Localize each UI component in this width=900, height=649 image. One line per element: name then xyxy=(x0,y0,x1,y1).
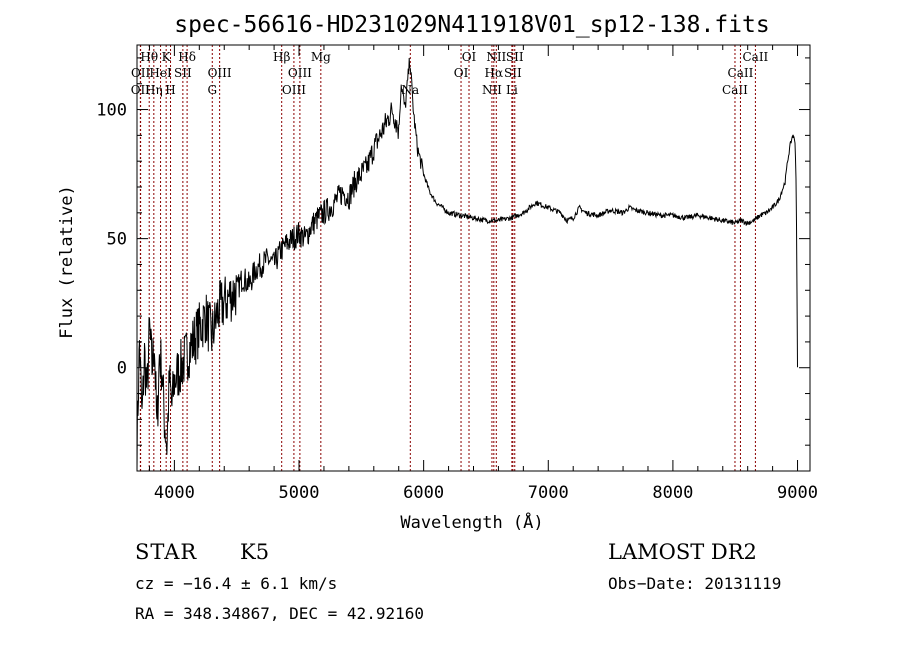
survey-name: LAMOST DR2 xyxy=(608,540,757,564)
marker-label-12: Mg xyxy=(311,50,331,64)
spectrum-series xyxy=(136,57,798,472)
marker-label-26: OII xyxy=(131,66,151,80)
marker-label-7: G xyxy=(207,83,217,97)
marker-label-14: OI xyxy=(454,66,469,80)
marker-label-1: Hη xyxy=(145,83,163,97)
marker-label-0: Hθ xyxy=(140,50,158,64)
marker-label-8: OIII xyxy=(208,66,232,80)
plot-frame xyxy=(136,44,811,472)
marker-label-4: H xyxy=(165,83,175,97)
x-axis-label: Wavelength (Å) xyxy=(400,511,543,533)
marker-label-17: NII xyxy=(486,50,506,64)
marker-label-16: NII xyxy=(482,83,502,97)
x-axis-ticks: 4000 5000 6000 7000 8000 9000 xyxy=(148,45,818,503)
marker-label-6: Hδ xyxy=(178,50,196,64)
marker-label-24: CaII xyxy=(742,50,768,64)
y-tick-label: 100 xyxy=(96,101,127,121)
marker-label-3: K xyxy=(162,50,172,64)
spectral-line-markers: Hθ Hη HeI K H SII Hδ G OIII Hβ OIII OIII Mg Na OI OI NII… xyxy=(131,45,769,471)
y-axis-ticks: 0 50 100 xyxy=(96,57,810,472)
marker-label-22: CaII xyxy=(722,83,748,97)
chart-title: spec-56616-HD231029N411918V01_sp12-138.f… xyxy=(174,12,769,38)
marker-label-21: Li xyxy=(506,83,518,97)
marker-label-10: OIII xyxy=(282,83,306,97)
observation-date: Obs−Date: 20131119 xyxy=(608,574,781,593)
x-tick-label: 5000 xyxy=(279,483,320,503)
object-class: STAR xyxy=(135,540,197,564)
marker-label-20: SII xyxy=(506,50,524,64)
marker-label-18: Hα xyxy=(485,66,504,80)
y-tick-label: 0 xyxy=(117,359,127,379)
marker-label-9: Hβ xyxy=(273,50,290,64)
y-axis-label: Flux (relative) xyxy=(57,185,77,339)
marker-label-11: OIII xyxy=(288,66,312,80)
y-tick-label: 50 xyxy=(107,230,127,250)
x-tick-label: 7000 xyxy=(528,483,569,503)
marker-label-23: CaII xyxy=(728,66,754,80)
object-subclass: K5 xyxy=(240,540,269,564)
coordinates: RA = 348.34867, DEC = 42.92160 xyxy=(135,604,424,623)
marker-label-5: SII xyxy=(174,66,192,80)
x-tick-label: 9000 xyxy=(777,483,818,503)
marker-label-15: OI xyxy=(462,50,477,64)
marker-label-19: SII xyxy=(504,66,522,80)
marker-label-2: HeI xyxy=(149,66,172,80)
x-tick-label: 4000 xyxy=(154,483,195,503)
redshift-velocity: cz = −16.4 ± 6.1 km/s xyxy=(135,574,337,593)
x-tick-label: 6000 xyxy=(403,483,444,503)
x-tick-label: 8000 xyxy=(652,483,693,503)
marker-label-13: Na xyxy=(401,83,419,97)
spectrum-line xyxy=(136,57,798,472)
